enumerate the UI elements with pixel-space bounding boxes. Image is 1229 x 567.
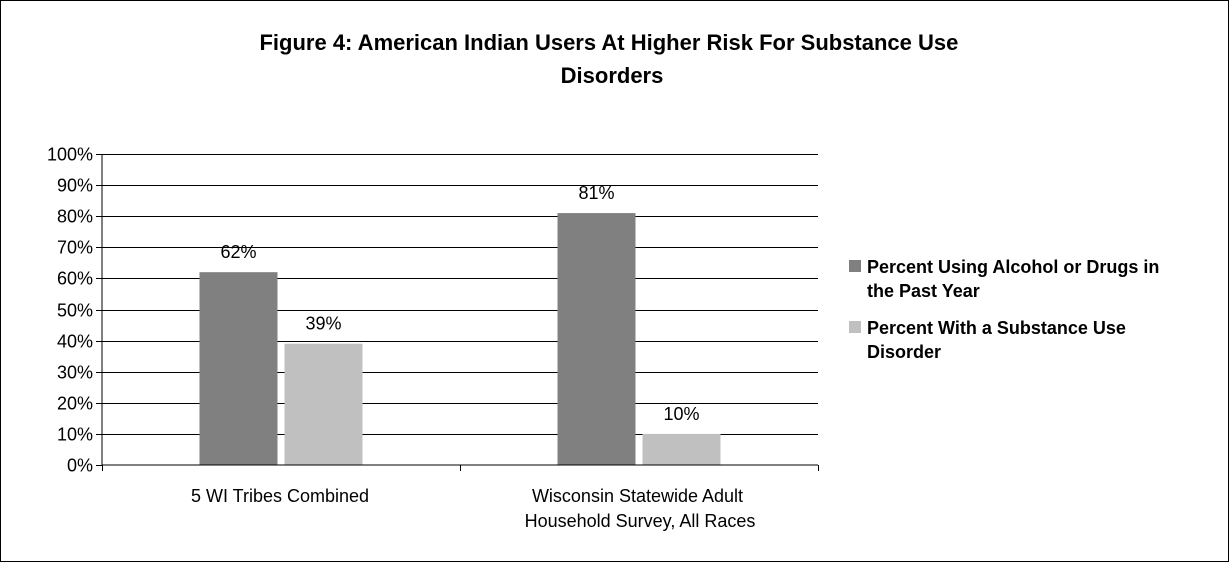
- bar: [642, 433, 721, 465]
- legend-swatch-substance-use-disorder: [849, 321, 861, 333]
- data-label: 39%: [305, 314, 341, 334]
- bars: [199, 213, 721, 465]
- bar: [199, 272, 278, 465]
- legend-swatch-alcohol-drugs: [849, 260, 861, 272]
- chart-title: Figure 4: American Indian Users At Highe…: [259, 30, 964, 88]
- y-tick-label: 40%: [57, 332, 93, 352]
- legend-label-substance-use-disorder: Percent With a Substance Use Disorder: [867, 318, 1131, 362]
- y-tick-label: 10%: [57, 425, 93, 445]
- y-tick-label: 50%: [57, 301, 93, 321]
- legend: Percent Using Alcohol or Drugs in the Pa…: [849, 257, 1164, 362]
- category-label-1-line-1: 5 WI Tribes Combined: [191, 486, 369, 506]
- bar: [284, 343, 363, 465]
- bar: [557, 213, 636, 465]
- data-labels: 62% 39% 81% 10%: [220, 183, 699, 424]
- chart-title-line-1: Figure 4: American Indian Users At Highe…: [259, 30, 958, 55]
- category-label-2: Wisconsin Statewide Adult Household Surv…: [525, 486, 756, 531]
- legend-label-alcohol-drugs-line-1: Percent Using Alcohol or Drugs in: [867, 257, 1159, 277]
- legend-label-alcohol-drugs: Percent Using Alcohol or Drugs in the Pa…: [867, 257, 1164, 301]
- y-axis-tick-labels: 0% 10% 20% 30% 40% 50% 60% 70% 80% 90% 100%: [47, 145, 93, 476]
- y-tick-label: 70%: [57, 238, 93, 258]
- chart-title-line-2: Disorders: [561, 63, 664, 88]
- y-tick-label: 90%: [57, 176, 93, 196]
- y-tick-label: 60%: [57, 269, 93, 289]
- legend-label-substance-use-disorder-line-2: Disorder: [867, 342, 941, 362]
- data-label: 10%: [663, 404, 699, 424]
- data-label: 81%: [578, 183, 614, 203]
- y-tick-label: 20%: [57, 394, 93, 414]
- x-axis-ticks: [102, 465, 819, 471]
- y-tick-label: 100%: [47, 145, 93, 165]
- category-label-2-line-2: Household Survey, All Races: [525, 511, 756, 531]
- category-label-1: 5 WI Tribes Combined: [191, 486, 369, 506]
- category-label-2-line-1: Wisconsin Statewide Adult: [532, 486, 743, 506]
- legend-label-alcohol-drugs-line-2: the Past Year: [867, 281, 980, 301]
- y-tick-label: 0%: [67, 456, 93, 476]
- legend-label-substance-use-disorder-line-1: Percent With a Substance Use: [867, 318, 1126, 338]
- y-tick-label: 80%: [57, 207, 93, 227]
- data-label: 62%: [220, 242, 256, 262]
- y-tick-label: 30%: [57, 363, 93, 383]
